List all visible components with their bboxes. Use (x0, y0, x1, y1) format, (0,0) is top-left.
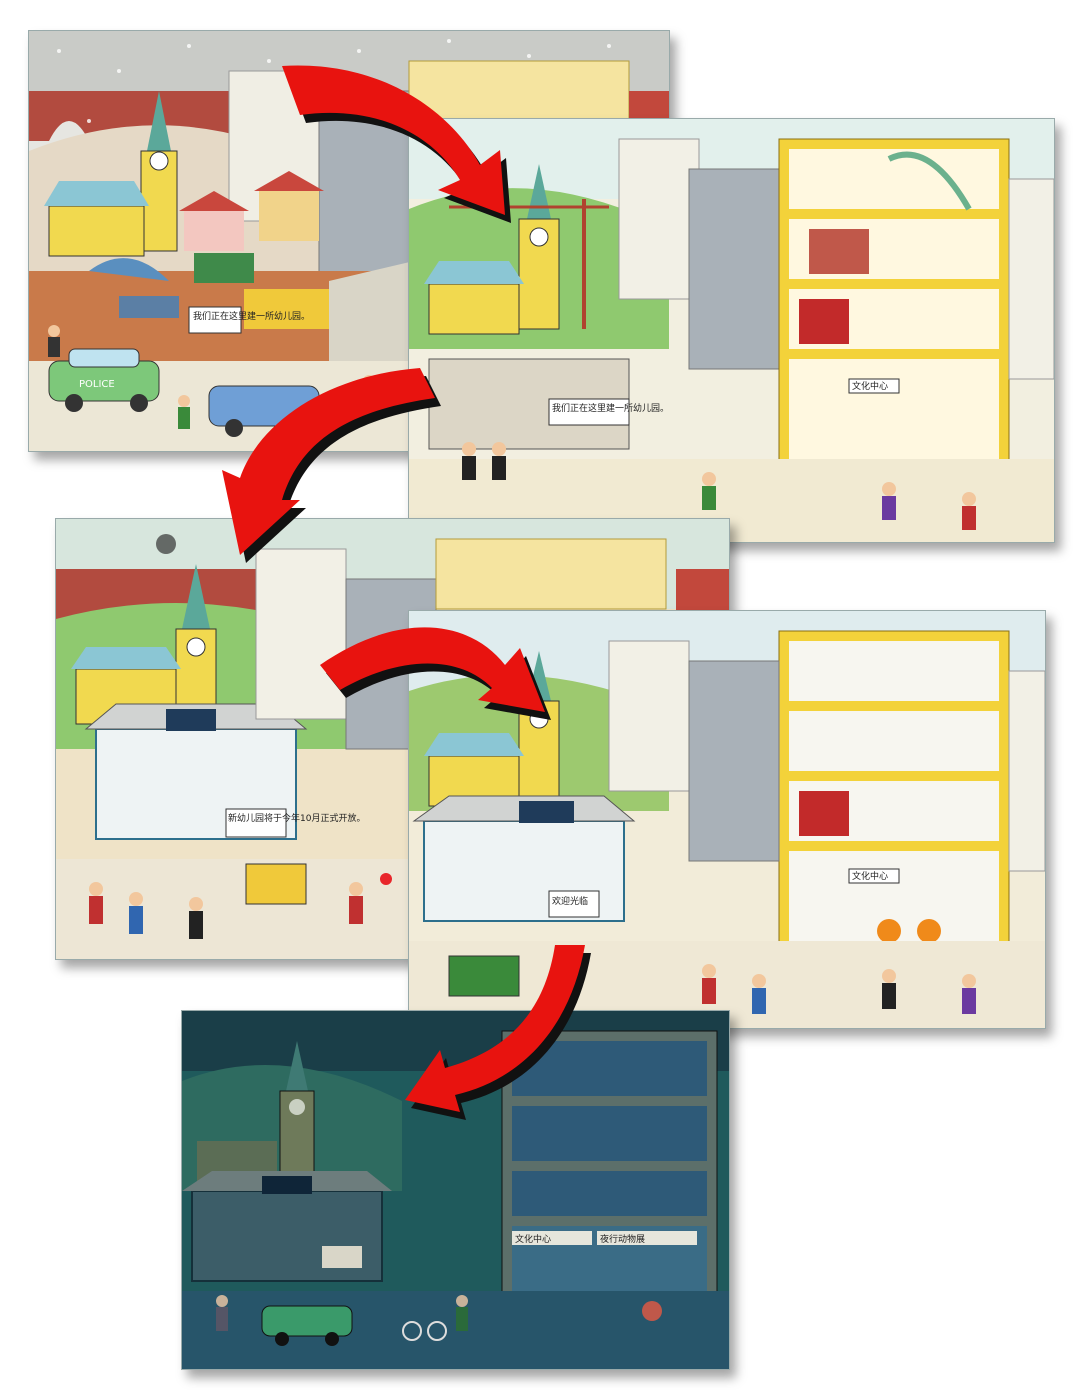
panel5-center-sign: 文化中心 (515, 1233, 551, 1245)
panel1-sign-text: 我们正在这里建一所幼儿园。 (193, 310, 310, 322)
panel5-exhibit-sign: 夜行动物展 (600, 1233, 645, 1245)
panel4-sign-text: 欢迎光临 (552, 895, 588, 907)
spring-illustration: 文化中心 我们正在这里建一所幼儿园。 (409, 119, 1054, 542)
panel2-sign-text: 我们正在这里建一所幼儿园。 (552, 402, 669, 414)
panel2-center-sign: 文化中心 (852, 380, 888, 392)
scene-panel-night: 文化中心 夜行动物展 (181, 1010, 730, 1370)
autumn-illustration: 欢迎光临 文化中心 (409, 611, 1045, 1028)
police-car-label: POLICE (79, 379, 115, 390)
night-illustration: 文化中心 夜行动物展 (182, 1011, 729, 1369)
scene-panel-spring: 文化中心 我们正在这里建一所幼儿园。 (408, 118, 1055, 543)
scene-panel-autumn: 欢迎光临 文化中心 (408, 610, 1046, 1029)
panel3-sign-text: 新幼儿园将于今年10月正式开放。 (228, 812, 365, 824)
panel4-center-sign: 文化中心 (852, 870, 888, 882)
